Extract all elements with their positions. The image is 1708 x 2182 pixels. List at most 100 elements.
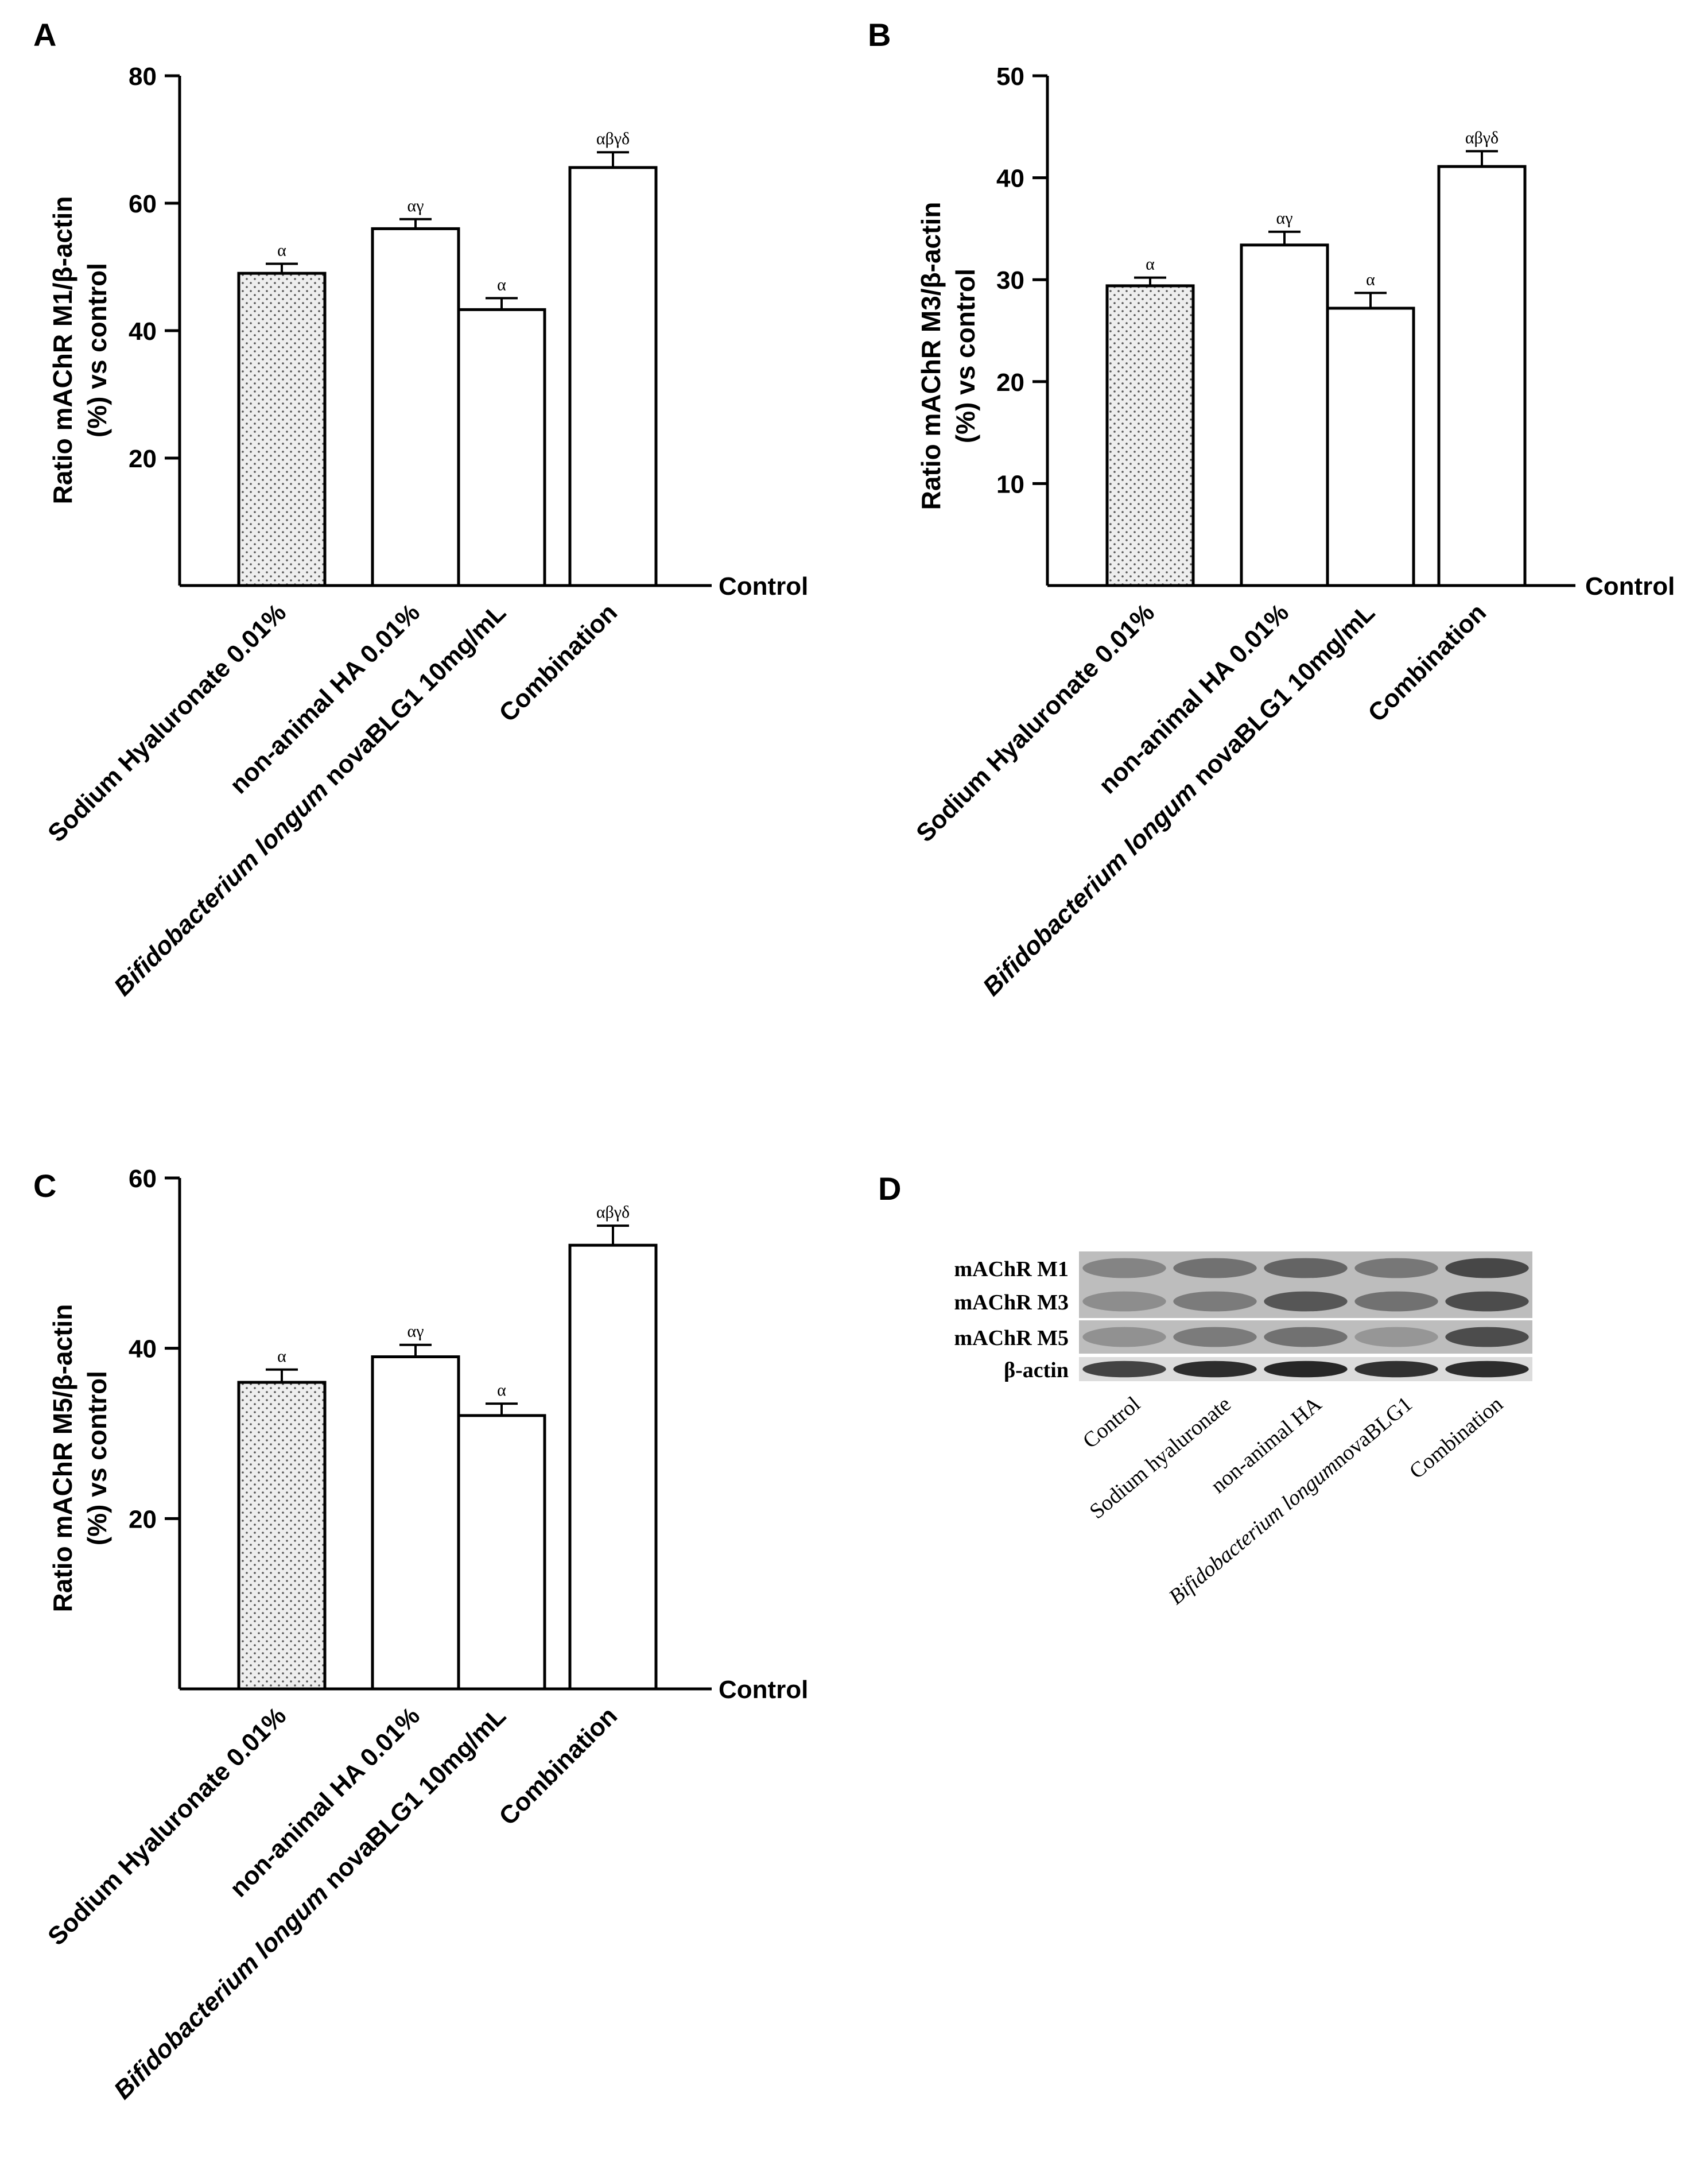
category-label: Combination [494, 1702, 623, 1831]
panel-a-label: A [33, 17, 56, 53]
significance-label: α [277, 241, 286, 259]
blot-band [1173, 1291, 1257, 1312]
panel-c-yticks: 20 40 60 [129, 1165, 180, 1533]
panel-a-yticks: 20 40 60 80 [129, 63, 180, 473]
blot-band [1445, 1258, 1529, 1278]
category-label: Combination [1362, 598, 1492, 727]
label-plain-part: Sodium Hyaluronate 0.01% [911, 598, 1160, 847]
bar [1326, 307, 1415, 587]
category-label: Bifidobacterium longum novaBLG1 10mg/mL [977, 598, 1380, 1001]
y-tick-label: 40 [996, 165, 1024, 193]
blot-band [1354, 1258, 1438, 1278]
panel-b-label: B [868, 17, 891, 53]
panel-c-ylabel-line2: (%) vs control [82, 1371, 112, 1545]
bar [1105, 284, 1195, 587]
panel-a-ylabel-line2: (%) vs control [82, 263, 112, 437]
bar [237, 272, 327, 587]
blot-band [1445, 1327, 1529, 1347]
panel-c-label: C [33, 1168, 56, 1204]
bar [371, 1355, 460, 1691]
blot-rows: mAChR M1 mAChR M3 mAChR M5 β-actin [954, 1251, 1532, 1382]
significance-label: αγ [1276, 209, 1293, 228]
bar [457, 1414, 546, 1691]
significance-label: α [497, 1381, 506, 1400]
significance-label: α [497, 275, 506, 294]
significance-label: αγ [407, 1322, 424, 1341]
category-label: Sodium Hyaluronate 0.01% [42, 598, 292, 847]
bar [568, 1243, 658, 1691]
panel-a-chart: A Ratio mAChR M1/β-actin (%) vs control … [33, 17, 808, 1001]
blot-band [1082, 1361, 1166, 1378]
significance-label: αβγδ [596, 129, 630, 148]
y-tick-label: 10 [996, 470, 1024, 498]
blot-band [1173, 1327, 1257, 1347]
significance-label: αβγδ [1465, 128, 1499, 147]
panel-b-ylabel-line2: (%) vs control [950, 269, 980, 443]
panel-b-bars: α αγ α αβγδ [1105, 128, 1527, 587]
panel-b-category-labels: Sodium Hyaluronate 0.01%non-animal HA 0.… [911, 598, 1492, 1001]
bar [371, 227, 460, 587]
panel-a-bars: α αγ α αβγδ [237, 129, 658, 587]
y-tick-label: 60 [129, 1165, 157, 1193]
significance-label: α [1146, 255, 1155, 274]
significance-label: α [1366, 270, 1375, 289]
label-plain-part: Combination [494, 1702, 623, 1831]
panel-a-baseline-label: Control [719, 572, 808, 600]
panel-c-bars: α αγ α αβγδ [237, 1203, 658, 1691]
panel-c-chart: C Ratio mAChR M5/β-actin (%) vs control … [33, 1165, 808, 2105]
panel-c-ylabel-line1: Ratio mAChR M5/β-actin [48, 1304, 77, 1613]
panel-a-category-labels: Sodium Hyaluronate 0.01%non-animal HA 0.… [42, 598, 623, 1001]
y-tick-label: 20 [129, 1505, 157, 1533]
y-tick-label: 40 [129, 1335, 157, 1363]
y-tick-label: 80 [129, 63, 157, 91]
y-tick-label: 60 [129, 190, 157, 218]
label-italic-part: Bifidobacterium longum [108, 1879, 333, 2105]
panel-a-ylabel-line1: Ratio mAChR M1/β-actin [48, 196, 77, 505]
panel-d-western-blot: D mAChR M1 mAChR M3 mAChR M5 β-actin Contro… [878, 1171, 1532, 1610]
bar [568, 166, 658, 587]
blot-lane-label: Control [1078, 1392, 1145, 1454]
y-tick-label: 30 [996, 266, 1024, 294]
blot-band [1082, 1258, 1166, 1278]
significance-label: α [277, 1347, 286, 1366]
category-label: Bifidobacterium longum novaBLG1 10mg/mL [108, 598, 511, 1001]
category-label: Bifidobacterium longum novaBLG1 10mg/mL [108, 1702, 511, 2105]
bar [457, 308, 546, 587]
label-italic-part: Bifidobacterium longum [1164, 1454, 1343, 1609]
blot-band [1264, 1291, 1348, 1312]
y-tick-label: 20 [129, 445, 157, 473]
blot-band [1173, 1361, 1257, 1378]
label-plain-part: Control [1078, 1392, 1145, 1454]
blot-lane-label: Combination [1405, 1392, 1508, 1484]
y-tick-label: 50 [996, 63, 1024, 91]
category-label: Combination [494, 598, 623, 727]
blot-row-label: mAChR M3 [954, 1290, 1069, 1315]
panel-b-ylabel-line1: Ratio mAChR M3/β-actin [916, 202, 946, 510]
label-italic-part: Bifidobacterium longum [977, 776, 1202, 1001]
blot-band [1264, 1258, 1348, 1278]
blot-row-label: β-actin [1004, 1358, 1069, 1382]
bar [1437, 165, 1527, 587]
blot-band [1082, 1291, 1166, 1312]
label-plain-part: Combination [1405, 1392, 1508, 1484]
y-tick-label: 20 [996, 369, 1024, 397]
panel-b-baseline-label: Control [1585, 572, 1675, 600]
blot-band [1173, 1258, 1257, 1278]
y-tick-label: 40 [129, 317, 157, 346]
panel-d-label: D [878, 1171, 901, 1207]
panel-b-chart: B Ratio mAChR M3/β-actin (%) vs control … [868, 17, 1675, 1001]
label-italic-part: Bifidobacterium longum [108, 776, 333, 1001]
blot-band [1264, 1327, 1348, 1347]
blot-band [1082, 1327, 1166, 1347]
label-plain-part: Combination [1362, 598, 1492, 727]
blot-band [1354, 1361, 1438, 1378]
blot-band [1445, 1291, 1529, 1312]
blot-band [1354, 1291, 1438, 1312]
blot-band [1264, 1361, 1348, 1378]
category-label: Sodium Hyaluronate 0.01% [911, 598, 1160, 847]
panel-b-yticks: 10 20 30 40 50 [996, 63, 1047, 498]
blot-row-label: mAChR M1 [954, 1257, 1069, 1281]
panel-c-baseline-label: Control [719, 1676, 808, 1704]
